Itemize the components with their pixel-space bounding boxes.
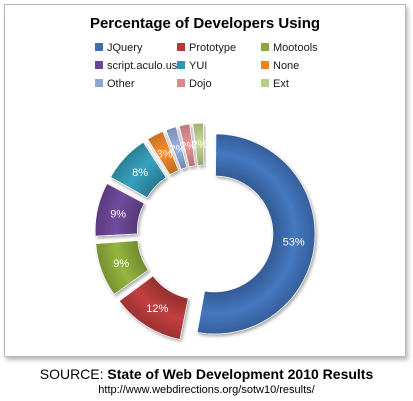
legend-swatch	[261, 79, 269, 87]
legend-item: Prototype	[177, 42, 236, 54]
slice-label: 9%	[110, 209, 126, 221]
doughnut-slice	[196, 133, 316, 335]
doughnut-slice	[178, 123, 196, 168]
source-url: http://www.webdirections.org/sotw10/resu…	[98, 384, 315, 396]
legend-label: Mootools	[273, 42, 318, 54]
doughnut-slice	[165, 126, 188, 170]
chart-title: Percentage of Developers Using	[89, 15, 321, 32]
legend-swatch	[95, 43, 103, 51]
source-name: State of Web Development 2010 Results	[107, 366, 374, 382]
legend-swatch	[177, 61, 185, 69]
slice-label: 3%	[157, 149, 173, 161]
legend-swatch	[261, 43, 269, 51]
legend-swatch	[95, 61, 103, 69]
legend-item: script.aculo.us	[95, 60, 177, 72]
legend-label: Other	[107, 78, 135, 90]
legend-label: script.aculo.us	[107, 60, 178, 72]
legend-item: Dojo	[177, 78, 212, 90]
doughnut-slice	[192, 122, 205, 166]
doughnut-slice	[110, 141, 167, 199]
legend-item: Other	[95, 78, 135, 90]
legend-label: Dojo	[189, 78, 212, 90]
legend-item: JQuery	[95, 42, 142, 54]
legend-item: Ext	[261, 78, 289, 90]
doughnut-slice	[118, 275, 189, 340]
doughnut-slice	[95, 240, 149, 295]
slice-label: 12%	[146, 303, 168, 315]
source-prefix: SOURCE:	[39, 366, 108, 382]
doughnut-slice	[147, 131, 179, 176]
slice-label: 9%	[113, 258, 129, 270]
doughnut-plot: 53%12%9%9%8%3%2%2%2%	[94, 122, 316, 340]
doughnut-slice	[94, 183, 145, 237]
legend-swatch	[261, 61, 269, 69]
legend-label: Ext	[273, 78, 289, 90]
legend-label: JQuery	[107, 42, 143, 54]
legend-item: None	[261, 60, 299, 72]
legend-item: Mootools	[261, 42, 318, 54]
slice-label: 2%	[191, 139, 207, 151]
slice-label: 2%	[180, 141, 196, 153]
slice-label: 53%	[283, 236, 305, 248]
legend-swatch	[177, 43, 185, 51]
source-line: SOURCE: State of Web Development 2010 Re…	[0, 366, 413, 382]
legend-label: YUI	[189, 60, 208, 72]
legend-swatch	[95, 79, 103, 87]
slice-label: 8%	[132, 167, 148, 179]
slice-label: 2%	[170, 143, 186, 155]
legend-label: Prototype	[189, 42, 237, 54]
legend-item: YUI	[177, 60, 207, 72]
chart-frame: Percentage of Developers Using JQuery Pro…	[4, 4, 406, 357]
legend-label: None	[273, 60, 300, 72]
legend-swatch	[177, 79, 185, 87]
